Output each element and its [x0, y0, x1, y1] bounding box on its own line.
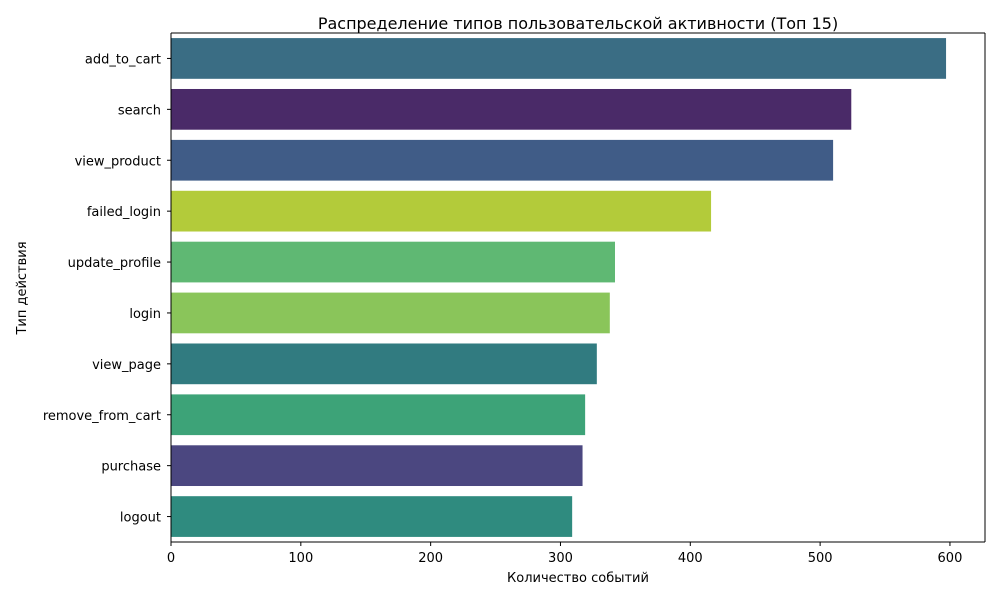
bar-login	[171, 292, 610, 334]
y-tick-label: update_profile	[68, 256, 161, 271]
x-tick-label: 600	[938, 551, 963, 566]
axes-layer	[170, 32, 986, 543]
x-tick-label: 300	[548, 551, 573, 566]
bar-remove-from-cart	[171, 394, 586, 436]
bar-logout	[171, 496, 573, 537]
y-tick-label: view_page	[92, 358, 161, 373]
bar-update-profile	[171, 241, 615, 283]
y-tick-label: add_to_cart	[85, 52, 161, 67]
y-tick-label: failed_login	[87, 205, 161, 220]
x-tick-label: 200	[418, 551, 443, 566]
y-tick-label: view_product	[75, 154, 161, 169]
chart-title: Распределение типов пользовательской акт…	[318, 14, 838, 33]
x-tick-label: 400	[678, 551, 703, 566]
bar-purchase	[171, 445, 583, 487]
bar-search	[171, 88, 852, 130]
y-tick-label: login	[129, 307, 161, 322]
x-axis-label: Количество событий	[507, 571, 649, 586]
x-tick-label: 500	[808, 551, 833, 566]
bar-view-product	[171, 139, 834, 181]
bar-view-page	[171, 343, 597, 385]
y-tick-label: purchase	[101, 460, 161, 475]
bar-add-to-cart	[171, 38, 947, 79]
y-tick-label: remove_from_cart	[43, 409, 161, 424]
y-axis-label: Тип действия	[15, 241, 30, 335]
x-tick-label: 0	[167, 551, 175, 566]
x-tick-label: 100	[288, 551, 313, 566]
bars-layer	[171, 38, 947, 537]
y-tick-label: logout	[120, 511, 161, 526]
y-tick-label: search	[118, 103, 161, 118]
bar-failed-login	[171, 190, 712, 232]
